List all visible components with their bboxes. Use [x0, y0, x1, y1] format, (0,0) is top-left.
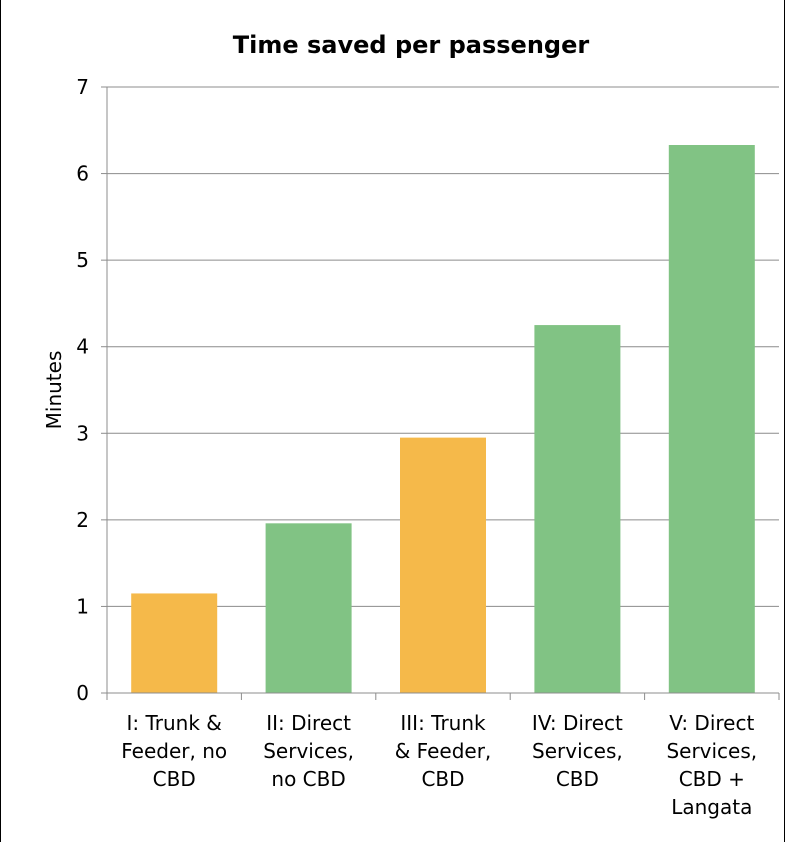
x-category-label: I: Trunk & Feeder, no CBD — [121, 711, 227, 791]
x-category-label: II: Direct Services, no CBD — [263, 711, 354, 791]
y-tick-label: 5 — [76, 248, 89, 272]
x-category-label: IV: Direct Services, CBD — [532, 711, 623, 791]
y-tick-label: 7 — [76, 75, 89, 99]
y-tick-label: 3 — [76, 421, 89, 445]
x-category-label: III: Trunk & Feeder, CBD — [395, 711, 492, 791]
y-tick-labels: 0 1 2 3 4 5 6 7 — [76, 75, 89, 705]
bar-2 — [265, 523, 352, 693]
y-tick-label: 4 — [76, 335, 89, 359]
bar-4 — [534, 325, 621, 693]
bar-1 — [131, 593, 218, 693]
y-axis-label: Minutes — [42, 351, 66, 430]
y-tick-label: 2 — [76, 508, 89, 532]
x-category-labels: I: Trunk & Feeder, no CBD II: Direct Service… — [121, 711, 757, 819]
bar-3 — [400, 437, 486, 693]
y-tick-label: 0 — [76, 681, 89, 705]
bar-5 — [668, 145, 755, 693]
chart-title: Time saved per passenger — [233, 31, 590, 59]
gridlines — [101, 86, 779, 694]
bars — [131, 145, 755, 693]
x-category-label: V: Direct Services, CBD + Langata — [666, 711, 757, 819]
y-tick-label: 1 — [76, 594, 89, 618]
y-tick-label: 6 — [76, 162, 89, 186]
axes — [106, 87, 780, 700]
